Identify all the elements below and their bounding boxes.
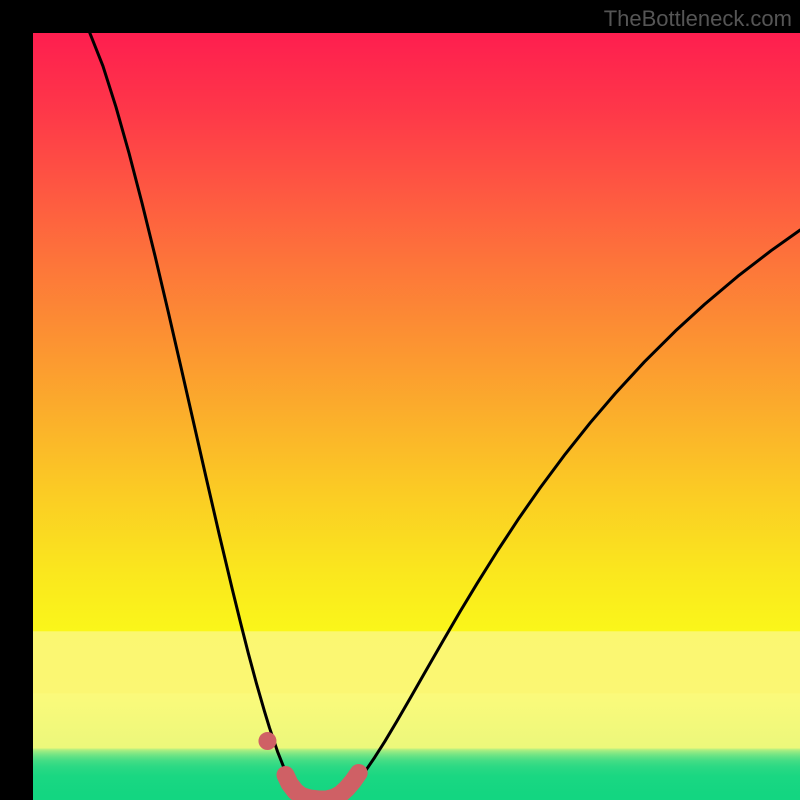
plot-area	[33, 33, 800, 800]
chart-svg	[33, 33, 800, 800]
chart-container: TheBottleneck.com	[0, 0, 800, 800]
watermark-text: TheBottleneck.com	[604, 6, 792, 32]
floor-marker-dot	[258, 732, 276, 750]
